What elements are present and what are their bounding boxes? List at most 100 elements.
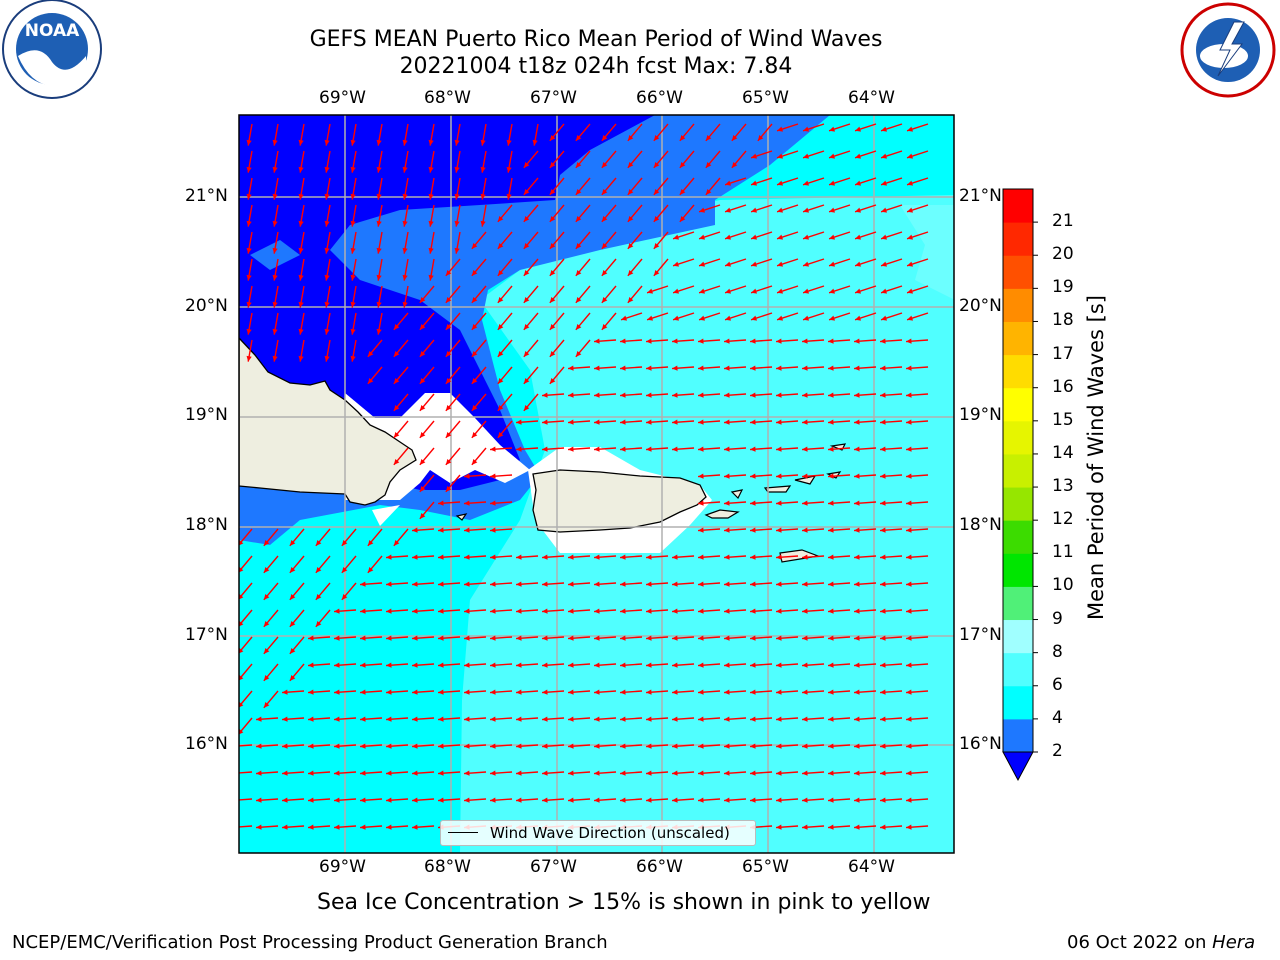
wind-arrow-head (776, 554, 782, 560)
wind-arrow-head (776, 824, 782, 830)
wind-arrow-head (881, 288, 888, 294)
wind-arrow-head (750, 662, 756, 668)
wind-arrow-head (298, 274, 304, 281)
wind-arrow-head (653, 270, 660, 276)
wind-arrow-head (906, 527, 912, 533)
wind-arrow-head (601, 162, 608, 168)
wind-arrow-head (627, 135, 634, 141)
wind-arrow-head (828, 527, 834, 533)
colorbar-segment (1003, 321, 1033, 356)
colorbar-tick-label: 20 (1052, 244, 1074, 265)
wind-arrow-head (263, 540, 270, 546)
wind-arrow-head (906, 446, 912, 452)
wind-arrow-head (256, 770, 262, 776)
lat-label-left: 17°N (185, 625, 228, 645)
wind-arrow-head (672, 554, 678, 560)
wind-arrow-head (230, 771, 236, 776)
wind-arrow-head (907, 234, 914, 240)
wind-arrow-head (757, 135, 764, 141)
wind-arrow-head (256, 797, 262, 803)
wind-arrow-head (724, 662, 730, 668)
wind-arrow-head (802, 500, 808, 506)
colorbar-tick-label: 9 (1052, 608, 1063, 629)
wind-arrow-head (367, 351, 374, 357)
wind-arrow-head (594, 797, 600, 803)
wind-arrow-head (802, 554, 808, 560)
wind-arrow-head (724, 635, 730, 641)
colorbar-under-extend (1002, 751, 1034, 782)
wind-arrow-head (698, 797, 704, 803)
wind-arrow-head (438, 662, 444, 668)
wind-arrow-head (412, 581, 418, 587)
wind-arrow-head (246, 355, 252, 362)
wind-arrow-head (575, 297, 582, 303)
wind-arrow-head (350, 301, 356, 308)
wind-arrow-head (568, 554, 574, 560)
wind-arrow-head (698, 689, 704, 695)
wind-arrow-head (438, 527, 444, 533)
wind-arrow-head (454, 247, 460, 254)
wind-arrow-head (350, 247, 356, 254)
wind-arrow-head (647, 288, 654, 294)
wind-arrow-head (386, 716, 392, 722)
colorbar-segment (1003, 553, 1033, 587)
wind-arrow-head (620, 770, 626, 776)
wind-arrow-head (829, 234, 836, 240)
wind-arrow-head (298, 220, 304, 227)
colorbar-segment (1003, 586, 1033, 621)
wind-arrow-head (880, 446, 886, 452)
wind-arrow-head (315, 621, 322, 627)
wind-arrow-head (308, 797, 314, 803)
wind-arrow-head (621, 315, 628, 321)
lat-label-left: 18°N (185, 515, 228, 535)
wind-arrow-head (880, 500, 886, 506)
wind-arrow-head (497, 216, 504, 222)
wind-arrow-shaft (239, 744, 253, 747)
wind-arrow-head (568, 743, 574, 749)
wind-arrow-head (594, 419, 600, 425)
wind-arrow-head (523, 189, 530, 195)
wind-arrow-head (289, 540, 296, 546)
wind-arrow-head (490, 635, 496, 641)
wind-arrow-head (828, 824, 834, 830)
wind-arrow-head (653, 243, 660, 249)
wind-arrow-head (542, 689, 548, 695)
wind-arrow-head (542, 419, 548, 425)
wind-arrow-head (776, 338, 782, 344)
wind-arrow-head (464, 608, 470, 614)
chart-subtitle: 20221004 t18z 024h fcst Max: 7.84 (399, 54, 793, 79)
wind-arrow-head (854, 392, 860, 398)
wind-arrow-head (516, 797, 522, 803)
wind-arrow-head (724, 797, 730, 803)
wind-arrow-head (438, 770, 444, 776)
wind-arrow-head (419, 297, 426, 303)
wind-arrow-head (350, 328, 356, 335)
wind-arrow-head (272, 193, 278, 200)
wind-arrow-head (516, 662, 522, 668)
wind-arrow-head (324, 274, 330, 281)
wind-arrow-head (324, 328, 330, 335)
lon-label-bottom: 66°W (636, 857, 683, 877)
wind-arrow-head (282, 716, 288, 722)
wind-arrow-head (490, 473, 496, 479)
wind-arrow-head (601, 135, 608, 141)
wind-arrow-head (445, 486, 452, 492)
wind-arrow-head (393, 378, 400, 384)
wind-arrow-head (698, 554, 704, 560)
wind-arrow-head (445, 297, 452, 303)
wind-arrow-head (542, 716, 548, 722)
wind-arrow-head (334, 743, 340, 749)
wind-arrow-head (906, 473, 912, 479)
wind-arrow-head (776, 743, 782, 749)
wind-arrow-head (523, 162, 530, 168)
wind-arrow-head (854, 662, 860, 668)
wind-arrow-head (776, 500, 782, 506)
noaa-logo: NOAA (2, 0, 102, 99)
wind-arrow-head (802, 743, 808, 749)
wind-arrow-head (855, 207, 862, 213)
wind-arrow-head (412, 743, 418, 749)
wind-arrow-head (679, 189, 686, 195)
lat-label-left: 16°N (185, 734, 228, 754)
wind-arrow-head (523, 216, 530, 222)
wind-arrow-head (828, 446, 834, 452)
